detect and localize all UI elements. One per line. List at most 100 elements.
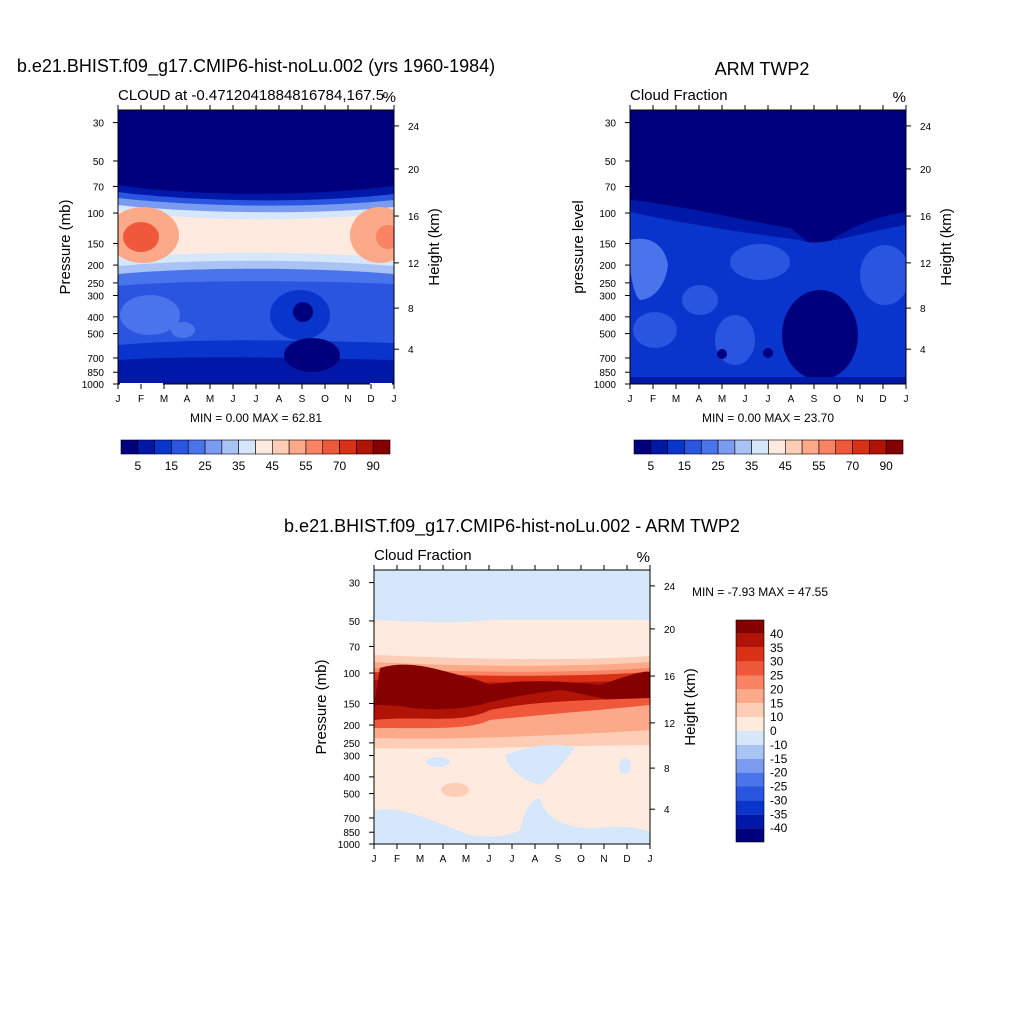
colorbar-label: 70: [333, 459, 347, 473]
colorbar-box: [736, 647, 764, 662]
y-tick-label: 30: [349, 579, 361, 590]
colorbar-label: 20: [770, 682, 784, 696]
y-tick-label: 400: [599, 313, 616, 324]
y2-tick-label: 24: [408, 122, 420, 133]
y-tick-label: 50: [349, 617, 361, 628]
y-tick-label: 250: [87, 279, 104, 290]
colorbar-box: [736, 661, 764, 676]
colorbar: 5 15 25 35 45 55 70 90: [120, 439, 391, 473]
colorbar-box: [356, 439, 374, 455]
y2-axis-ticks: 24 20 16 12 8 4: [394, 122, 420, 356]
colorbar-label: 5: [134, 459, 141, 473]
colorbar-label: -10: [770, 738, 788, 752]
colorbar-box: [736, 689, 764, 704]
colorbar-box: [288, 439, 307, 455]
panel-left-label: Cloud Fraction: [374, 547, 472, 564]
colorbar-label: -20: [770, 766, 788, 780]
x-tick-label: S: [555, 854, 562, 865]
colorbar-box: [751, 439, 769, 455]
y-tick-label: 850: [343, 828, 360, 839]
y-tick-label: 70: [93, 182, 105, 193]
y2-tick-label: 24: [920, 122, 932, 133]
x-tick-label: A: [276, 394, 283, 405]
colorbar-label: 25: [198, 459, 212, 473]
y2-tick-label: 8: [664, 764, 670, 775]
x-tick-label: O: [577, 854, 585, 865]
x-tick-label: J: [116, 394, 121, 405]
colorbar-box: [137, 439, 155, 455]
y2-axis-ticks: 24 20 16 12 8 4: [650, 582, 676, 816]
x-tick-label: J: [392, 394, 397, 405]
y-axis-label: pressure level: [570, 200, 587, 293]
colorbar-box: [238, 439, 256, 455]
x-tick-label: N: [344, 394, 351, 405]
colorbar-box: [120, 439, 139, 455]
y-tick-label: 400: [343, 773, 360, 784]
x-tick-label: O: [321, 394, 329, 405]
x-tick-label: O: [833, 394, 841, 405]
colorbar-box: [734, 439, 752, 455]
y2-tick-label: 4: [408, 345, 414, 356]
colorbar-box: [272, 439, 290, 455]
y2-axis-label: Height (km): [426, 208, 443, 286]
colorbar-box: [736, 800, 764, 815]
colorbar-box: [869, 439, 887, 455]
y2-tick-label: 20: [408, 165, 420, 176]
y-tick-label: 500: [343, 790, 360, 801]
colorbar-box: [322, 439, 340, 455]
colorbar-box: [154, 439, 172, 455]
panel-title: b.e21.BHIST.f09_g17.CMIP6-hist-noLu.002 …: [17, 56, 495, 77]
colorbar-box: [885, 439, 904, 455]
x-tick-label: M: [672, 394, 680, 405]
colorbar-label: -40: [770, 821, 788, 835]
y-tick-label: 700: [87, 354, 104, 365]
x-tick-label: F: [138, 394, 144, 405]
colorbar-label: 15: [770, 696, 784, 710]
y-tick-label: 200: [87, 261, 104, 272]
colorbar-box: [736, 814, 764, 829]
x-tick-label: A: [788, 394, 795, 405]
heatmap-field: [374, 570, 650, 844]
x-tick-label: F: [394, 854, 400, 865]
colorbar-box: [736, 828, 764, 842]
y-tick-label: 100: [87, 209, 104, 220]
y-tick-label: 300: [343, 751, 360, 762]
x-tick-label: M: [718, 394, 726, 405]
colorbar-box: [305, 439, 324, 455]
y-tick-label: 700: [599, 354, 616, 365]
colorbar-box: [736, 772, 764, 787]
colorbar-box: [736, 744, 764, 759]
panel-unit-label: %: [893, 89, 906, 106]
y-tick-label: 1000: [82, 380, 105, 391]
colorbar-label: 40: [770, 627, 784, 641]
x-tick-label: N: [856, 394, 863, 405]
x-tick-label: M: [206, 394, 214, 405]
colorbar-box: [736, 633, 764, 648]
colorbar-label: -25: [770, 780, 788, 794]
y2-tick-label: 20: [664, 625, 676, 636]
y2-tick-label: 16: [664, 672, 676, 683]
y2-tick-label: 4: [920, 345, 926, 356]
y-tick-label: 500: [87, 330, 104, 341]
colorbar-label: -30: [770, 793, 788, 807]
y2-axis-label: Height (km): [682, 668, 699, 746]
y-tick-label: 30: [605, 119, 617, 130]
x-tick-label: J: [372, 854, 377, 865]
colorbar-box: [650, 439, 668, 455]
panel-left-label: CLOUD at -0.4712041884816784,167.5: [118, 87, 384, 104]
y-tick-label: 200: [343, 721, 360, 732]
x-tick-label: J: [510, 854, 515, 865]
panel-left-label: Cloud Fraction: [630, 87, 728, 104]
colorbar-box: [736, 731, 764, 745]
colorbar-label: 30: [770, 655, 784, 669]
colorbar-box: [835, 439, 853, 455]
y2-tick-label: 8: [408, 304, 414, 315]
y-tick-label: 300: [87, 291, 104, 302]
x-tick-label: J: [743, 394, 748, 405]
x-tick-label: M: [160, 394, 168, 405]
x-tick-label: A: [440, 854, 447, 865]
colorbar-box: [255, 439, 273, 455]
